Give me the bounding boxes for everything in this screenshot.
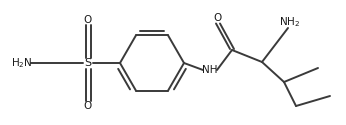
Text: O: O — [84, 101, 92, 111]
Text: NH: NH — [202, 65, 218, 75]
Text: O: O — [214, 13, 222, 23]
Text: H$_2$N: H$_2$N — [11, 56, 33, 70]
Text: NH$_2$: NH$_2$ — [280, 15, 301, 29]
Text: O: O — [84, 15, 92, 25]
Text: S: S — [84, 58, 92, 68]
